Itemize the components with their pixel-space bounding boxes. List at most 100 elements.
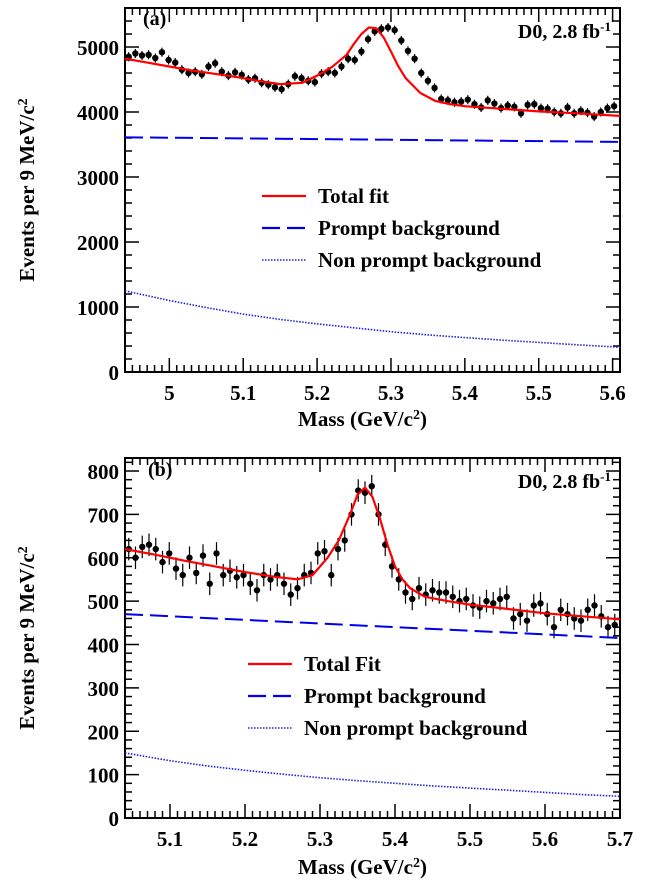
chart-panel-a: 5 5.1 5.2 5.3 5.4 5.5 5.6 0 1000 2000 3000 4000 5000… xyxy=(15,7,626,431)
data-point xyxy=(517,110,525,117)
data-point xyxy=(213,550,220,557)
x-tick-label-part: 5.6 xyxy=(599,381,625,405)
data-point xyxy=(490,600,497,607)
data-point xyxy=(287,591,294,598)
experiment-annotation: D0, 2.8 fb-1 xyxy=(518,469,611,494)
data-point xyxy=(186,554,193,561)
data-point xyxy=(438,95,445,103)
data-point xyxy=(530,602,537,609)
x-tick-label-part: 5.4 xyxy=(382,827,409,851)
x-tick-label-part: 5.2 xyxy=(304,381,330,405)
data-point xyxy=(341,537,348,544)
data-point xyxy=(294,584,301,592)
legend-entry-part: Total fit xyxy=(318,184,389,208)
data-point xyxy=(291,73,299,80)
data-point xyxy=(504,102,511,109)
data-point xyxy=(206,580,213,587)
data-point xyxy=(247,580,254,587)
data-point xyxy=(484,97,491,104)
data-point xyxy=(511,103,518,111)
y-tick-label-part: 700 xyxy=(88,503,120,527)
y-axis-label-part: Events per 9 MeV/c xyxy=(15,105,39,281)
data-point xyxy=(424,77,432,85)
data-point xyxy=(463,595,470,603)
legend-entry-part: Prompt background xyxy=(318,216,500,240)
x-tick-label: 5.2 xyxy=(304,381,330,405)
data-point xyxy=(331,69,339,77)
x-axis-label-part: ) xyxy=(420,407,427,431)
x-tick-label: 5.1 xyxy=(230,381,256,405)
y-tick-label-part: 500 xyxy=(88,590,120,614)
data-point xyxy=(442,589,450,596)
x-tick-label-part: 5 xyxy=(164,381,175,405)
data-point xyxy=(544,105,551,112)
data-point xyxy=(311,78,319,86)
x-tick-label-part: 5.4 xyxy=(452,381,479,405)
x-tick-label: 5.7 xyxy=(607,827,633,851)
y-axis-label: Events per 9 MeV/c2 xyxy=(15,98,39,281)
x-axis-label-part: ) xyxy=(420,855,427,879)
x-tick-label-part: 5.6 xyxy=(532,827,558,851)
legend-entry: Non prompt background xyxy=(318,248,542,272)
data-point xyxy=(338,63,345,70)
data-point xyxy=(193,569,200,577)
x-tick-label-part: 5.1 xyxy=(157,827,183,851)
y-tick-label-part: 1000 xyxy=(77,296,119,320)
data-point xyxy=(253,587,261,594)
data-point xyxy=(368,482,375,490)
data-point xyxy=(132,50,139,57)
data-point xyxy=(402,589,409,596)
x-tick-label: 5.1 xyxy=(157,827,183,851)
x-axis-label-part: Mass (GeV/c xyxy=(298,855,413,879)
data-point xyxy=(531,101,538,108)
data-point xyxy=(233,574,240,581)
data-point xyxy=(391,26,398,34)
x-tick-label: 5.4 xyxy=(382,827,409,851)
panel-label-part: (b) xyxy=(148,459,172,481)
data-point xyxy=(139,543,146,551)
data-point xyxy=(418,69,425,77)
data-point xyxy=(358,48,365,55)
y-tick-label-part: 800 xyxy=(88,460,120,484)
x-tick-label: 5.5 xyxy=(526,381,552,405)
data-point xyxy=(611,621,618,629)
y-tick-label-part: 5000 xyxy=(77,36,119,60)
y-tick-label-part: 2000 xyxy=(77,231,119,255)
data-point xyxy=(404,47,412,55)
y-tick-label-part: 4000 xyxy=(77,101,119,125)
x-tick-label: 5.6 xyxy=(599,381,625,405)
data-point xyxy=(231,69,239,76)
experiment-annotation-superscript: -1 xyxy=(600,469,611,484)
data-point xyxy=(411,55,418,62)
data-point xyxy=(172,59,179,66)
data-point xyxy=(564,104,571,111)
data-point xyxy=(537,104,545,112)
x-axis-label: Mass (GeV/c2) xyxy=(298,855,427,879)
y-tick-label-part: 0 xyxy=(109,361,120,385)
data-point xyxy=(384,24,392,31)
data-point xyxy=(199,552,207,559)
data-point xyxy=(271,84,279,91)
data-point xyxy=(321,548,328,555)
total-fit-line xyxy=(124,26,621,117)
data-point xyxy=(145,51,152,58)
x-axis-label-part: Mass (GeV/c xyxy=(298,407,413,431)
x-tick-label-part: 5.2 xyxy=(232,827,258,851)
x-tick-label: 5.3 xyxy=(378,381,404,405)
data-point xyxy=(364,36,372,43)
y-tick-label: 500 xyxy=(88,590,120,614)
data-point xyxy=(328,571,335,579)
y-tick-label-part: 3000 xyxy=(77,166,119,190)
data-point xyxy=(152,54,159,62)
y-tick-label: 100 xyxy=(88,764,120,788)
x-tick-label: 5.4 xyxy=(452,381,479,405)
x-tick-label-part: 5.3 xyxy=(307,827,333,851)
panel-label: (b) xyxy=(148,459,172,481)
data-point xyxy=(185,69,192,77)
data-point xyxy=(280,580,288,587)
data-point xyxy=(378,25,385,32)
data-point xyxy=(138,52,146,59)
y-tick-label: 200 xyxy=(88,720,120,744)
data-point xyxy=(159,558,166,566)
total-fit-line xyxy=(124,485,621,621)
